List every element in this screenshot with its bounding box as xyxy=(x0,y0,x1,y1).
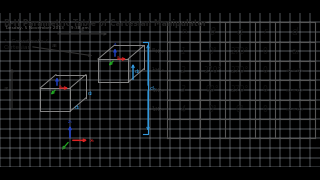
Text: 0°: 0° xyxy=(236,105,244,114)
Text: a₁: a₁ xyxy=(291,47,299,56)
Text: d₁: d₁ xyxy=(75,105,80,110)
Text: dₙ: dₙ xyxy=(150,86,156,91)
Text: 270°: 270° xyxy=(231,86,249,94)
Text: P = 1: P = 1 xyxy=(62,147,73,151)
Text: 2: 2 xyxy=(181,66,186,75)
Text: D-H Parametric Table of Cartesian Manipulator: D-H Parametric Table of Cartesian Manipu… xyxy=(4,19,207,28)
Text: a₂+d₁: a₂+d₁ xyxy=(286,68,304,73)
Text: 0°: 0° xyxy=(208,105,217,114)
Text: 0°: 0° xyxy=(208,47,217,56)
Text: a₁: a₁ xyxy=(4,86,9,91)
Text: r: r xyxy=(263,28,267,36)
Text: n: n xyxy=(181,28,186,36)
Text: ²₃H→: ²₃H→ xyxy=(152,87,165,93)
Text: α: α xyxy=(237,27,243,37)
Text: 3: 3 xyxy=(181,86,186,94)
Text: zₙ: zₙ xyxy=(68,119,73,124)
Text: 270°: 270° xyxy=(231,66,249,75)
Text: x₁: x₁ xyxy=(59,84,63,88)
Text: 1. Coordinate /
Cartesian: 1. Coordinate / Cartesian xyxy=(4,39,47,50)
Text: θ: θ xyxy=(210,27,215,37)
Text: a₄+d₃: a₄+d₃ xyxy=(286,107,304,112)
Text: 270°: 270° xyxy=(231,47,249,56)
Text: d₂: d₂ xyxy=(88,91,93,96)
Text: 270°: 270° xyxy=(203,66,222,75)
Text: Tuesday, 5 November 2013     9:38 am: Tuesday, 5 November 2013 9:38 am xyxy=(4,26,89,30)
Text: 0: 0 xyxy=(263,105,268,114)
Text: ⁰¹H→: ⁰¹H→ xyxy=(152,49,165,54)
Text: a₂: a₂ xyxy=(79,27,85,32)
Text: ³₄H→: ³₄H→ xyxy=(152,107,165,112)
Text: 90°: 90° xyxy=(206,86,219,94)
Text: xₙ: xₙ xyxy=(90,138,95,143)
Text: ¹₂H→: ¹₂H→ xyxy=(152,68,165,73)
Text: a₃+d₂: a₃+d₂ xyxy=(286,87,304,93)
Text: z₂: z₂ xyxy=(114,42,117,46)
Text: 1: 1 xyxy=(181,47,186,56)
Text: 0: 0 xyxy=(263,66,268,75)
Text: d: d xyxy=(292,27,298,37)
Text: 0: 0 xyxy=(263,86,268,94)
Text: x₂: x₂ xyxy=(117,55,121,59)
Text: 4: 4 xyxy=(181,105,186,114)
Text: d₃: d₃ xyxy=(135,69,140,74)
Text: 0: 0 xyxy=(263,47,268,56)
Text: a₃: a₃ xyxy=(52,43,58,48)
